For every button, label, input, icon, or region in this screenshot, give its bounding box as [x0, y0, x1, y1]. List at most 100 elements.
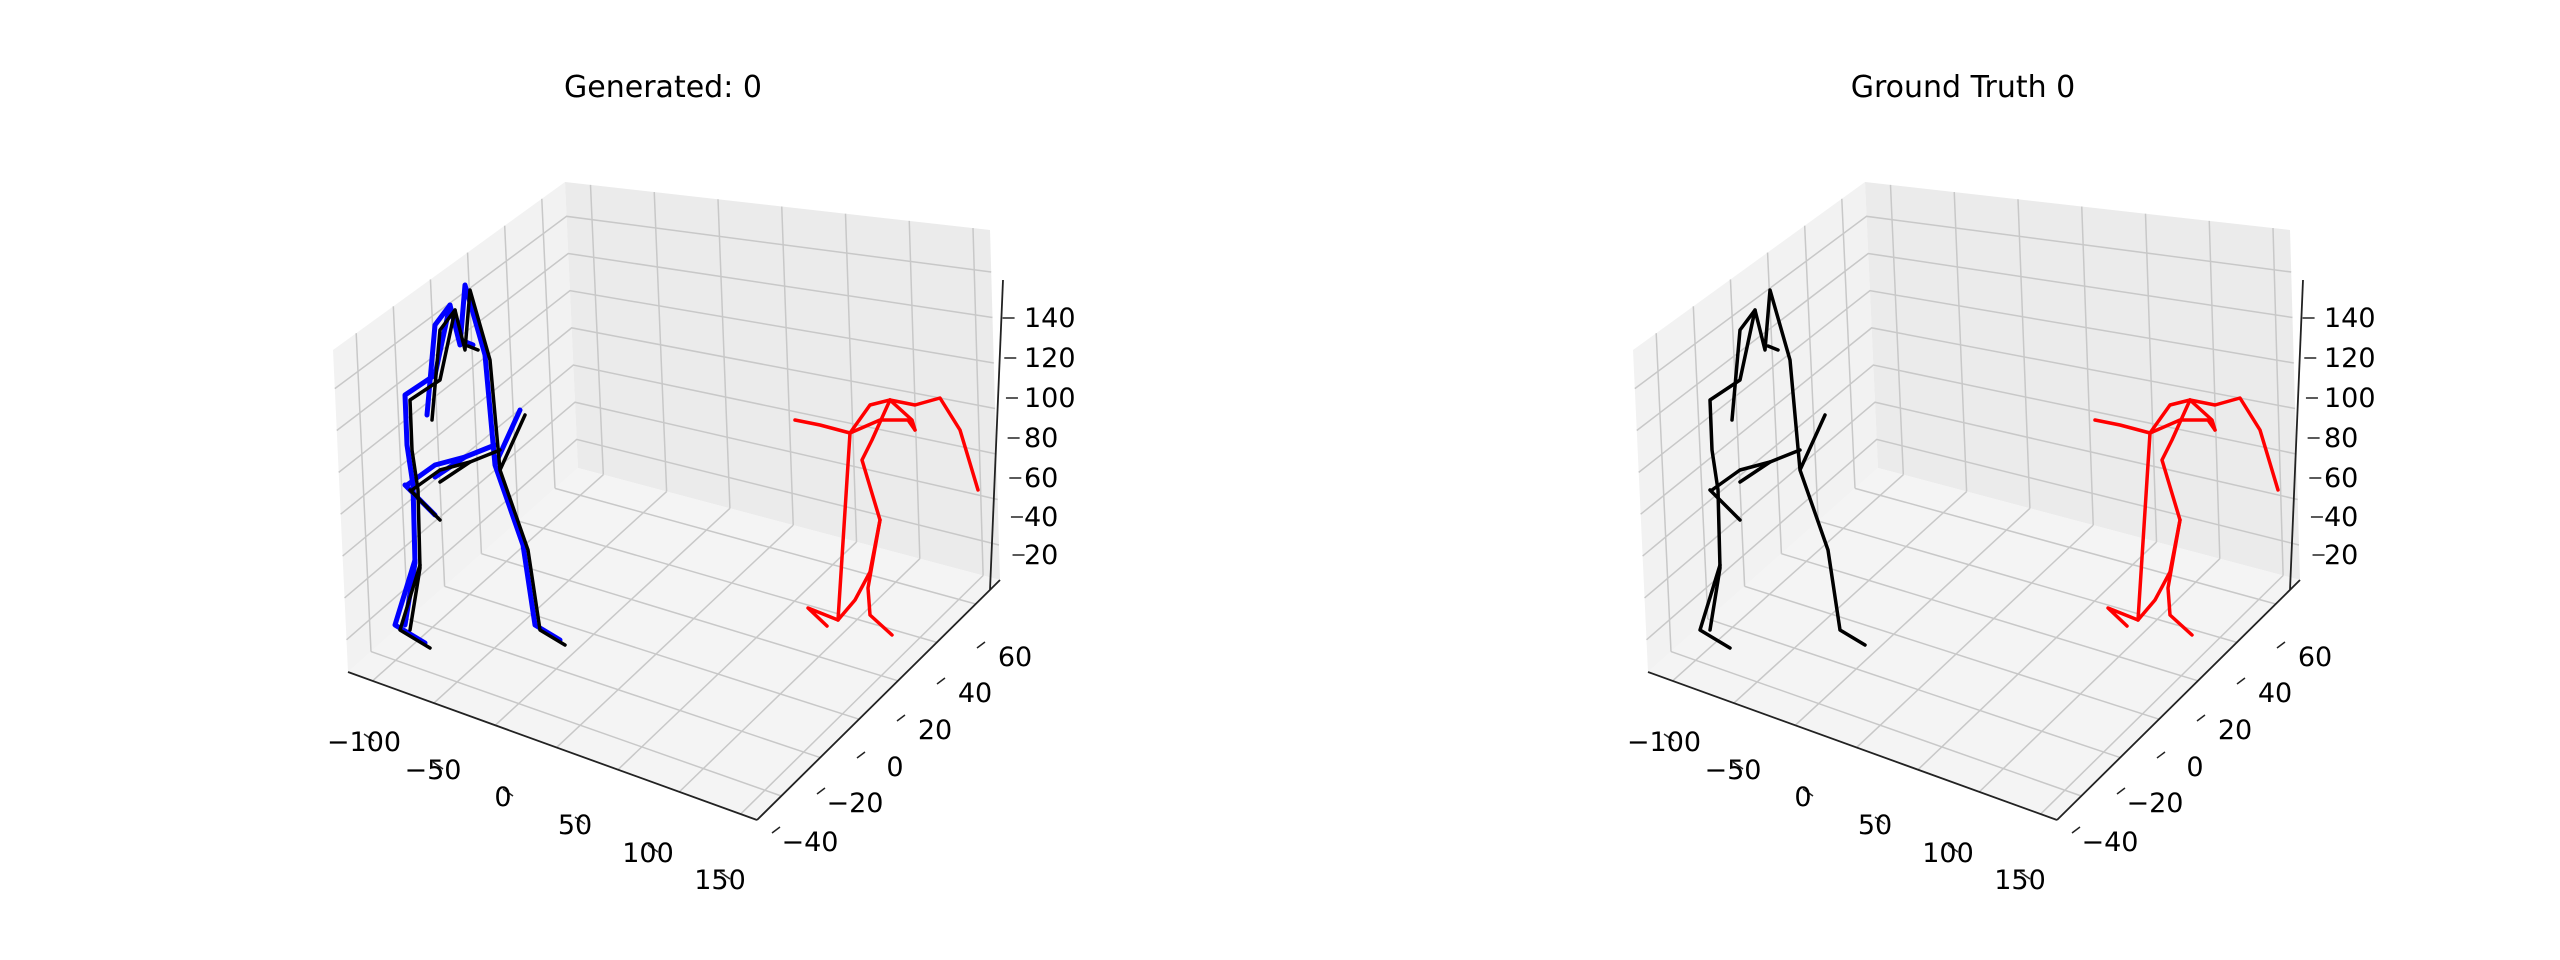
- grid-line: [1692, 306, 1709, 619]
- x-tick-label: 150: [694, 865, 746, 896]
- grid-line: [1803, 225, 1819, 522]
- grid-line: [392, 306, 409, 619]
- back-pane: [1865, 182, 2300, 580]
- skeleton-bone: [398, 563, 432, 650]
- grid-line: [908, 220, 921, 559]
- x-tick: [432, 761, 444, 770]
- grid-line: [2272, 228, 2284, 576]
- y-tick-label: 20: [2218, 715, 2252, 746]
- x-tick-label: 100: [1922, 838, 1974, 869]
- x-tick: [1947, 844, 1959, 853]
- y-tick-label: 60: [998, 642, 1032, 673]
- x-tick: [1732, 761, 1744, 770]
- grid-line: [334, 215, 992, 390]
- skeleton-bone: [438, 460, 472, 484]
- y-tick: [896, 714, 906, 722]
- grid-line: [1794, 507, 2031, 726]
- grid-line: [1856, 524, 2094, 749]
- z-axis-line: [2289, 279, 2304, 591]
- z-tick-label: 60: [1024, 463, 1058, 494]
- x-axis-line: [1647, 671, 2058, 821]
- skeleton-bone: [1698, 563, 1732, 650]
- x-tick: [363, 733, 375, 742]
- x-tick: [647, 844, 659, 853]
- skeleton-bone: [2106, 431, 2152, 628]
- z-tick-label: 120: [1024, 343, 1076, 374]
- x-tick-label: 150: [1994, 865, 2046, 896]
- grid-line: [1638, 289, 2294, 473]
- grid-line: [1644, 401, 2298, 599]
- grid-line: [494, 507, 731, 726]
- grid-line: [1707, 618, 2121, 759]
- grid-line: [372, 474, 604, 682]
- y-tick-label: 0: [2186, 752, 2203, 783]
- chart-title: Generated: 0: [564, 70, 762, 105]
- x-tick-label: −100: [1627, 727, 1701, 758]
- y-tick-label: 40: [2258, 678, 2292, 709]
- x-tick-label: −50: [405, 755, 462, 786]
- skeleton-bone: [888, 398, 917, 432]
- x-tick-label: 50: [558, 810, 592, 841]
- ground-truth-panel: Ground Truth 0 −100−50050100150−40−20020…: [1627, 70, 2376, 896]
- grid-line: [1917, 541, 2158, 771]
- z-axis-line: [989, 279, 1004, 591]
- grid-line: [2040, 574, 2284, 815]
- grid-line: [336, 252, 993, 432]
- y-tick: [936, 677, 946, 685]
- skeleton-bone: [408, 488, 442, 522]
- y-tick: [976, 641, 986, 649]
- grid-line: [1634, 215, 2292, 390]
- skeleton-bone: [1730, 308, 1757, 422]
- grid-line: [1854, 487, 2276, 605]
- y-tick: [856, 751, 866, 759]
- x-tick-label: 100: [622, 838, 674, 869]
- x-tick: [2019, 871, 2031, 880]
- grid-line: [444, 585, 860, 720]
- z-tick-label: 20: [1024, 540, 1058, 571]
- x-tick: [1663, 733, 1675, 742]
- grid-line: [340, 327, 996, 515]
- y-tick-label: 0: [886, 752, 903, 783]
- x-tick-label: −100: [327, 727, 401, 758]
- grid-line: [2208, 220, 2221, 559]
- y-tick-label: 60: [2298, 642, 2332, 673]
- z-tick-label: 120: [2324, 343, 2376, 374]
- y-tick-label: −40: [782, 827, 839, 858]
- z-tick-label: 40: [1024, 502, 1058, 533]
- grid-line: [972, 228, 984, 576]
- grid-line: [1744, 585, 2160, 720]
- y-tick: [771, 826, 781, 834]
- y-tick: [2156, 751, 2166, 759]
- grid-line: [589, 184, 605, 475]
- grid-line: [541, 198, 556, 489]
- skeleton-bone: [2188, 398, 2217, 432]
- skeleton-bone: [806, 431, 852, 628]
- z-tick-label: 80: [1024, 423, 1058, 454]
- y-tick: [2071, 826, 2081, 834]
- skeleton-bone: [2148, 418, 2217, 435]
- grid-line: [503, 225, 519, 522]
- skeleton-bone: [2166, 518, 2194, 637]
- floor-pane: [348, 468, 1000, 820]
- z-tick-label: 20: [2324, 540, 2358, 571]
- z-tick-label: 80: [2324, 423, 2358, 454]
- x-tick-label: −50: [1705, 755, 1762, 786]
- skeleton-bone: [848, 418, 917, 435]
- grid-line: [1729, 279, 1746, 587]
- grid-line: [653, 192, 668, 492]
- floor-pane: [1648, 468, 2300, 820]
- y-axis-line: [756, 579, 1001, 821]
- y-tick-label: −40: [2082, 827, 2139, 858]
- grid-line: [1978, 558, 2221, 793]
- x-tick-label: 0: [494, 782, 511, 813]
- generated-panel: Generated: 0 −100−50050100150−40−2002040…: [327, 70, 1076, 896]
- grid-line: [1817, 520, 2238, 644]
- x-tick-label: 50: [1858, 810, 1892, 841]
- grid-line: [346, 438, 1000, 641]
- left-pane: [333, 182, 578, 672]
- grid-line: [1781, 552, 2199, 682]
- skeleton-bone: [466, 344, 480, 352]
- grid-line: [1636, 252, 2293, 432]
- grid-line: [2081, 206, 2094, 526]
- z-tick-label: 140: [2324, 303, 2376, 334]
